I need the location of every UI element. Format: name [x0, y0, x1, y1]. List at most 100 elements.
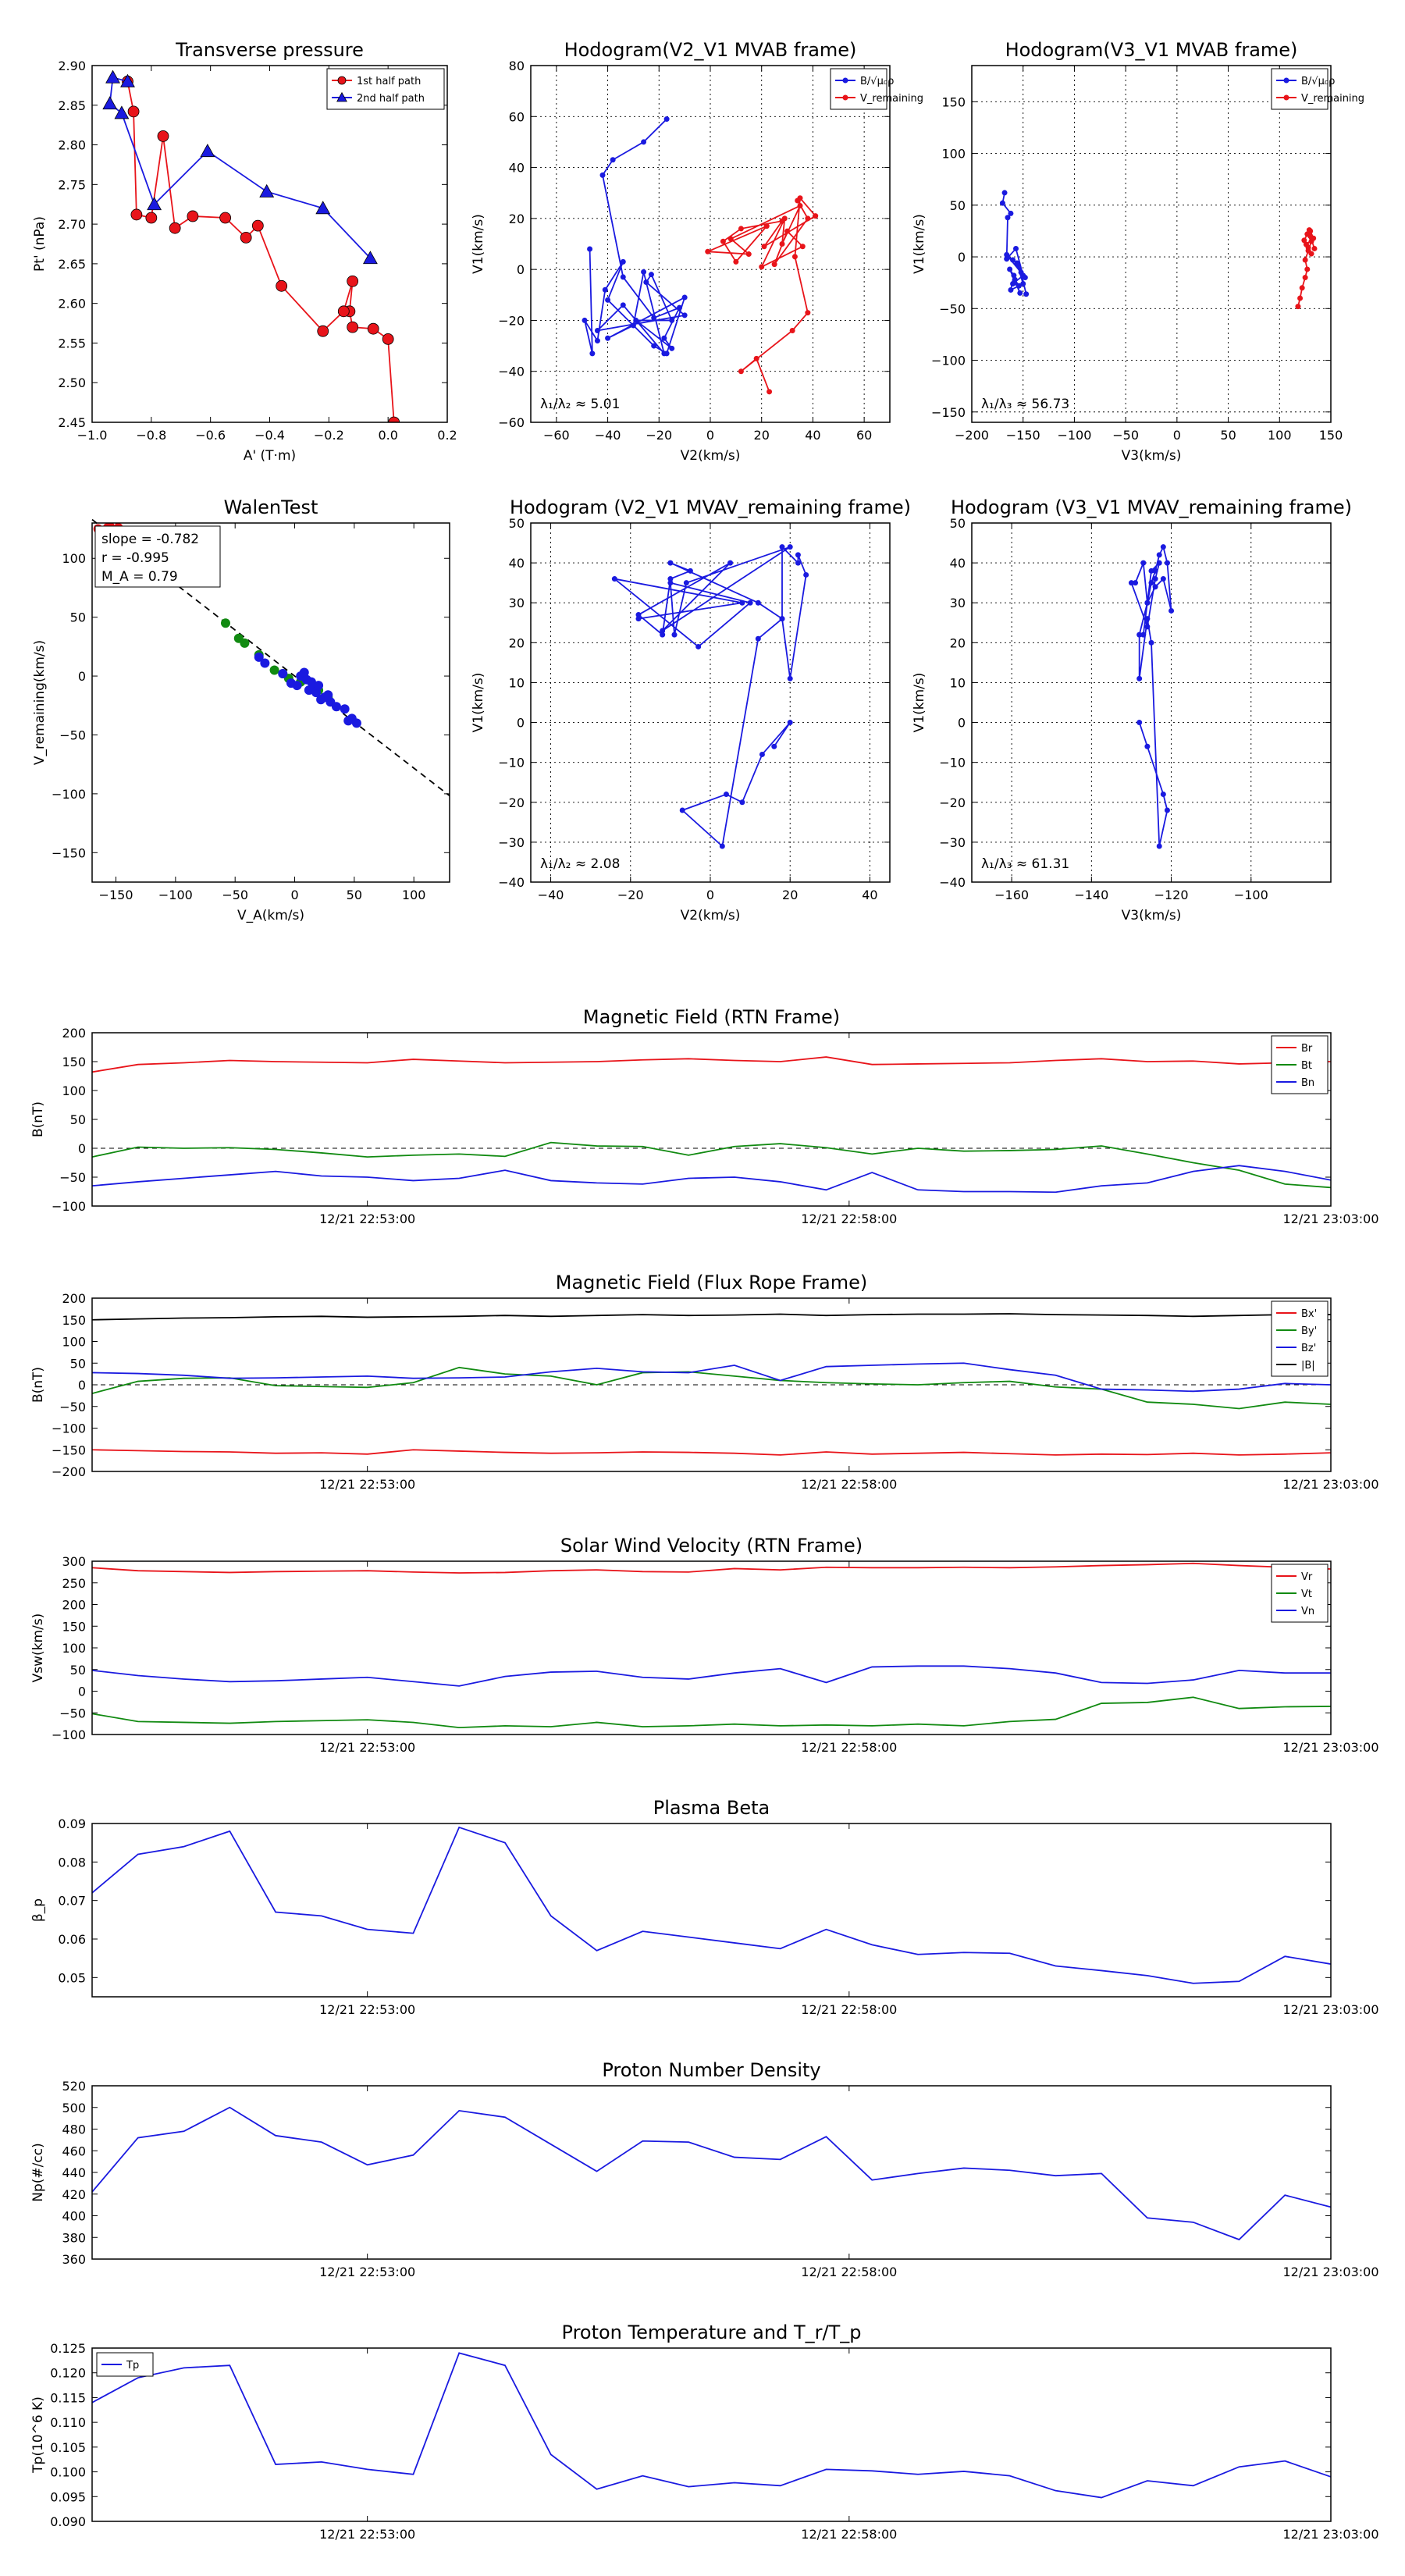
chart-title: Hodogram(V2_V1 MVAB frame)	[564, 39, 857, 61]
data-point	[635, 612, 642, 618]
data-point	[1136, 632, 1143, 638]
data-point	[727, 560, 734, 566]
x-tick-label: 12/21 23:03:00	[1282, 2002, 1378, 2017]
chart-title: Hodogram(V3_V1 MVAB frame)	[1005, 39, 1298, 61]
data-point	[1304, 266, 1311, 272]
data-point	[1010, 280, 1016, 286]
y-tick-label: −100	[52, 1727, 86, 1742]
x-tick-label: 100	[1268, 428, 1292, 443]
legend-label: V_remaining	[860, 93, 923, 105]
data-point	[292, 681, 302, 691]
y-axis-label: V_remaining(km/s)	[32, 640, 48, 765]
x-axis-label: V_A(km/s)	[237, 908, 304, 923]
y-tick-label: 0.06	[58, 1932, 86, 1947]
y-tick-label: 60	[509, 109, 525, 124]
y-tick-label: −50	[59, 1400, 86, 1414]
data-point	[1015, 262, 1021, 269]
data-point	[1020, 280, 1026, 286]
y-tick-label: 10	[509, 675, 525, 690]
x-tick-label: −140	[1074, 888, 1108, 902]
data-point	[695, 643, 702, 649]
data-point	[663, 116, 670, 123]
legend-marker	[1283, 77, 1289, 84]
series-line	[91, 2352, 1332, 2499]
y-tick-label: −20	[498, 795, 525, 810]
y-tick-label: −50	[59, 1706, 86, 1720]
y-tick-label: 150	[941, 94, 966, 109]
data-point	[351, 718, 361, 728]
data-point	[1148, 580, 1154, 586]
x-tick-label: 12/21 22:53:00	[319, 2265, 415, 2279]
y-tick-label: −100	[52, 787, 86, 802]
plot-frame	[91, 1297, 1332, 1472]
legend-label: Vn	[1301, 1606, 1314, 1617]
data-point	[733, 258, 739, 265]
y-tick-label: 2.75	[58, 177, 86, 192]
data-point	[1168, 607, 1175, 614]
y-tick-label: 80	[509, 59, 525, 73]
data-point	[1007, 266, 1013, 272]
data-point	[1148, 568, 1154, 574]
x-tick-label: 12/21 23:03:00	[1282, 1740, 1378, 1755]
x-tick-label: −100	[1234, 888, 1268, 902]
series-line	[91, 1366, 1332, 1410]
y-tick-label: 200	[62, 1291, 86, 1306]
plot-frame	[91, 1560, 1332, 1735]
data-point	[759, 264, 765, 270]
x-tick-label: 12/21 23:03:00	[1282, 2265, 1378, 2279]
chart-vsw: −100 −50 0 50 100 150 200 250 300 12/21 22:53:00 1…	[30, 1535, 1379, 1755]
legend: B/√μ₀ρ V_remaining	[830, 68, 923, 110]
y-tick-label: 50	[70, 1356, 86, 1371]
y-tick-label: −10	[498, 756, 525, 770]
stats-line: r = -0.995	[101, 550, 169, 566]
ratio-annotation: λ₁/λ₂ ≈ 5.01	[540, 397, 620, 412]
data-point	[299, 667, 309, 678]
legend-label: B/√μ₀ρ	[1301, 76, 1335, 87]
y-tick-label: 480	[62, 2122, 86, 2137]
data-point	[1022, 275, 1028, 281]
chart-title: Proton Number Density	[602, 2059, 820, 2081]
x-tick-label: 12/21 23:03:00	[1282, 1212, 1378, 1226]
y-axis-label: β_p	[30, 1898, 46, 1922]
data-point	[169, 222, 181, 234]
data-point	[331, 702, 341, 712]
data-point	[1160, 544, 1166, 550]
data-point	[771, 262, 777, 268]
x-tick-label: 150	[1319, 428, 1343, 443]
series-line	[91, 1696, 1332, 1729]
y-tick-label: 2.60	[58, 297, 86, 311]
y-tick-label: 50	[70, 610, 86, 625]
data-point	[755, 635, 761, 642]
data-point	[738, 368, 744, 375]
y-tick-label: −40	[498, 365, 525, 379]
data-point	[157, 130, 169, 142]
data-point	[1311, 245, 1318, 251]
data-point	[1306, 227, 1312, 233]
chart-title: Plasma Beta	[653, 1797, 770, 1819]
data-point	[797, 203, 803, 209]
y-tick-label: −40	[939, 875, 966, 890]
y-tick-label: −150	[931, 405, 966, 420]
legend-label: 1st half path	[357, 76, 421, 87]
data-point	[667, 576, 674, 582]
data-point	[120, 73, 135, 87]
y-tick-label: 0	[78, 669, 86, 684]
data-point	[677, 304, 683, 311]
series-group	[1128, 544, 1175, 849]
data-point	[1017, 290, 1023, 296]
data-point	[1008, 286, 1014, 293]
y-tick-label: 40	[509, 556, 525, 571]
data-point	[643, 279, 649, 285]
data-point	[753, 355, 759, 361]
x-tick-label: 0	[1173, 428, 1181, 443]
x-tick-label: −100	[1057, 428, 1091, 443]
y-axis-label: B(nT)	[30, 1101, 46, 1137]
chart-tp: −1.0 −0.8 −0.6 −0.4 −0.2 0.0 0.2 2.45 2.50 2.55 2.…	[32, 39, 457, 464]
y-tick-label: 2.55	[58, 336, 86, 350]
data-point	[661, 350, 667, 357]
legend-marker	[337, 76, 347, 85]
data-point	[1302, 257, 1308, 263]
data-point	[747, 600, 753, 606]
y-tick-label: 0	[78, 1378, 86, 1393]
data-point	[599, 172, 606, 178]
